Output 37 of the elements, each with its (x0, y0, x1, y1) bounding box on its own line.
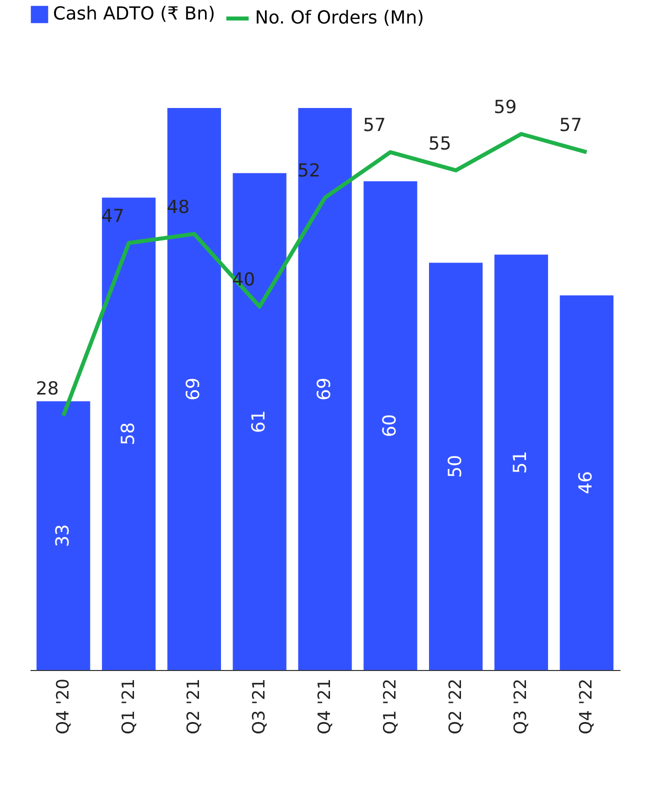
legend-label: Cash ADTO (₹ Bn) (53, 4, 216, 24)
data-label: 50 (444, 454, 466, 478)
bar (494, 254, 548, 670)
bar (167, 108, 221, 670)
data-label: 46 (576, 471, 597, 494)
x-tick-label: Q1 '22 (380, 678, 400, 734)
bar (560, 295, 614, 670)
data-label: 55 (428, 133, 452, 154)
data-label: 57 (559, 115, 582, 136)
x-tick-label: Q3 '21 (250, 678, 270, 734)
data-label: 28 (36, 378, 59, 400)
data-label: 57 (362, 115, 386, 136)
data-label: 61 (248, 410, 270, 434)
bar (298, 108, 352, 670)
bar (429, 262, 483, 670)
data-label: 33 (52, 524, 74, 548)
bar (102, 198, 156, 670)
data-label: 48 (166, 196, 190, 218)
data-label: 59 (494, 97, 517, 118)
data-label: 69 (183, 378, 204, 400)
x-tick-label: Q1 '21 (118, 678, 139, 734)
data-label: 51 (510, 450, 532, 474)
data-label: 69 (314, 378, 335, 400)
bar (232, 173, 286, 670)
data-label: 52 (298, 160, 320, 182)
x-tick-label: Q4 '20 (53, 678, 74, 734)
data-label: 47 (101, 206, 124, 228)
bar (364, 181, 418, 670)
x-tick-label: Q2 '21 (184, 678, 204, 734)
legend-label: No. Of Orders (Mn) (255, 8, 424, 28)
x-tick-label: Q4 '22 (576, 678, 597, 734)
bar (36, 401, 90, 670)
x-tick-label: Q4 '21 (315, 678, 335, 734)
x-tick-label: Q2 '22 (446, 678, 466, 734)
data-label: 58 (118, 422, 139, 446)
data-label: 60 (379, 414, 400, 438)
x-tick-label: Q3 '22 (511, 678, 532, 734)
